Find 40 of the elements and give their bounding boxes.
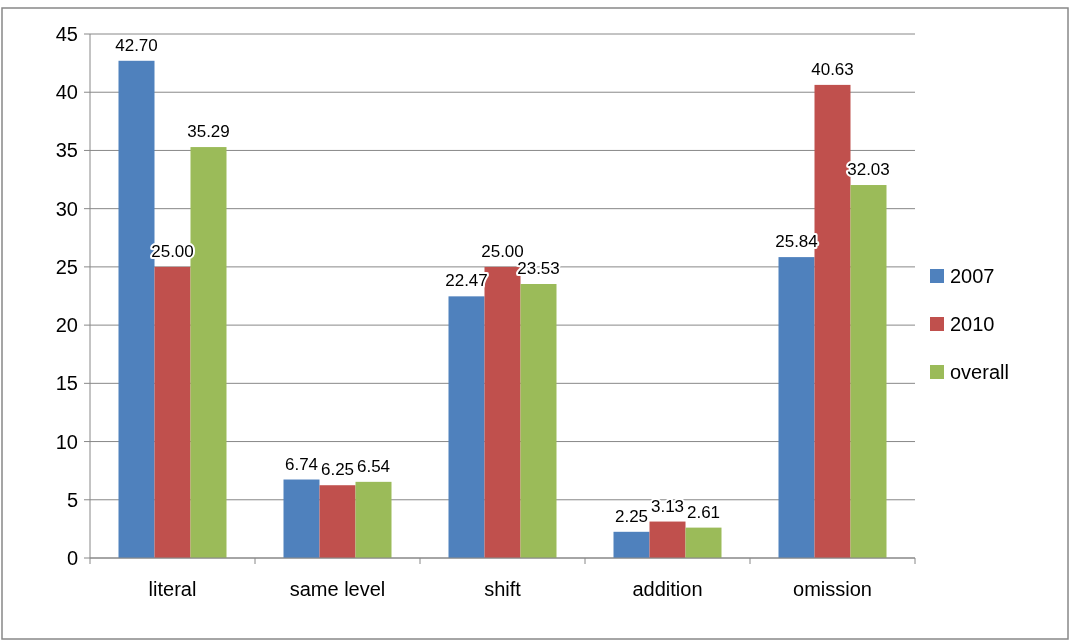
data-label: 6.54 — [356, 456, 391, 476]
data-label: 2.25 — [614, 506, 649, 526]
data-label: 2.61 — [686, 502, 721, 522]
y-tick-label: 0 — [66, 547, 78, 569]
bar — [448, 296, 485, 558]
y-tick-label: 40 — [55, 81, 78, 104]
data-label: 42.70 — [115, 35, 158, 55]
y-tick-label: 10 — [55, 430, 78, 453]
bar — [850, 185, 887, 558]
x-tick-label: same level — [289, 578, 386, 600]
x-tick-label: addition — [632, 578, 703, 600]
data-label: 3.13 — [650, 496, 685, 516]
legend-label: 2010 — [950, 313, 995, 335]
data-label: 6.25 — [320, 460, 355, 480]
legend-label: overall — [950, 361, 1009, 383]
bar — [355, 481, 392, 558]
bar — [685, 527, 722, 558]
data-label: 25.00 — [481, 241, 524, 261]
bar — [649, 521, 686, 558]
y-tick-label: 20 — [55, 314, 78, 337]
y-tick-label: 30 — [55, 197, 78, 220]
legend-label: 2007 — [950, 265, 995, 287]
data-label: 6.74 — [284, 454, 319, 474]
bar — [778, 257, 815, 558]
y-tick-label: 45 — [55, 23, 78, 45]
x-tick-label: omission — [793, 578, 872, 600]
y-tick-label: 25 — [55, 255, 78, 278]
bar — [283, 479, 320, 558]
y-tick-label: 35 — [55, 139, 78, 162]
bar — [613, 531, 650, 558]
x-tick-label: shift — [484, 578, 522, 600]
data-label: 35.29 — [187, 122, 230, 142]
y-tick-label: 15 — [55, 372, 78, 395]
data-label: 23.53 — [517, 259, 560, 279]
bar — [520, 284, 557, 558]
bar — [154, 266, 191, 558]
y-tick-label: 5 — [66, 488, 78, 511]
bar — [319, 485, 356, 558]
data-label: 40.63 — [811, 59, 854, 79]
x-tick-label: literal — [148, 578, 197, 600]
